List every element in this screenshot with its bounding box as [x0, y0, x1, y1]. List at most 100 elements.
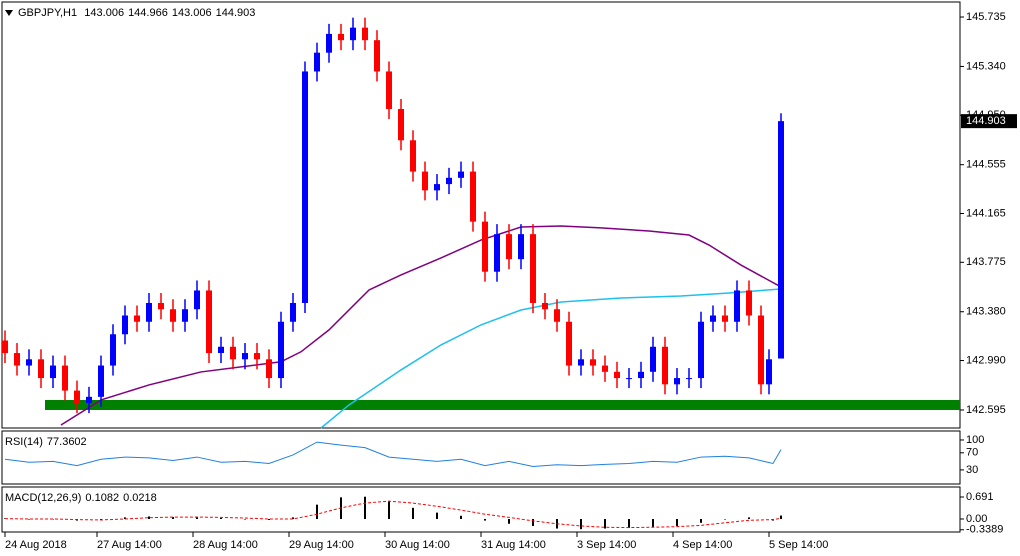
candle-body: [254, 353, 260, 360]
header-high: 144.966: [128, 7, 168, 19]
y-tick-label: 145.340: [966, 60, 1006, 72]
candle-body: [206, 290, 212, 354]
macd-bar: [148, 516, 150, 519]
candle-body: [650, 346, 656, 372]
macd-title: MACD(12,26,9): [5, 492, 81, 504]
candle-body: [302, 71, 308, 303]
y-tick-label: 143.380: [966, 306, 1006, 318]
rsi-title: RSI(14): [5, 436, 43, 448]
y-tick-label: 30: [966, 464, 978, 476]
candle-body: [410, 140, 416, 172]
candle-body: [470, 171, 476, 222]
header-open: 143.006: [84, 7, 124, 19]
macd-bar: [52, 518, 54, 520]
candle-body: [542, 302, 548, 310]
macd-bar: [676, 518, 678, 526]
candle-body: [578, 359, 584, 366]
macd-bar: [388, 501, 390, 519]
panel-frame: [1, 1, 961, 429]
y-tick-label: 144.555: [966, 159, 1006, 171]
candle-body: [778, 121, 784, 359]
x-tick-label: 31 Aug 14:00: [481, 539, 546, 551]
y-tick-label: 0.00: [966, 513, 987, 525]
y-tick-label: 0.691: [966, 491, 994, 503]
macd-bar: [580, 518, 582, 530]
macd-bar: [316, 504, 318, 519]
candle-body: [458, 171, 464, 178]
candle-body: [734, 290, 740, 322]
candle-body: [170, 309, 176, 322]
x-tick-label: 30 Aug 14:00: [385, 539, 450, 551]
candle-body: [146, 302, 152, 322]
candle-body: [386, 71, 392, 110]
y-tick-label: -0.3389: [966, 524, 1003, 536]
candle-body: [398, 109, 404, 141]
candle-body: [422, 171, 428, 191]
candle-body: [554, 309, 560, 322]
candle-body: [38, 359, 44, 379]
candle-body: [98, 365, 104, 397]
candle-body: [722, 315, 728, 322]
rsi-header: RSI(14) 77.3602: [5, 436, 87, 448]
moving-average: [60, 225, 782, 426]
macd-bar: [28, 518, 30, 520]
candle-body: [50, 365, 56, 379]
candle-body: [62, 365, 68, 391]
candle-body: [290, 302, 296, 322]
rsi-value: 77.3602: [47, 436, 87, 448]
macd-bar: [124, 517, 126, 519]
macd-bar: [484, 518, 486, 521]
candle-body: [566, 321, 572, 366]
candle-body: [494, 234, 500, 272]
macd-bar: [268, 518, 270, 520]
candle-body: [26, 359, 32, 366]
macd-bar: [244, 518, 246, 520]
y-tick-label: 143.775: [966, 256, 1006, 268]
candle-body: [122, 315, 128, 335]
macd-value: 0.1082: [85, 492, 119, 504]
candle-body: [86, 396, 92, 404]
macd-bar: [292, 517, 294, 519]
last-price-label: 144.903: [966, 115, 1006, 127]
candle-body: [434, 184, 440, 191]
rsi-line: [4, 441, 782, 467]
moving-average: [320, 288, 782, 429]
candle-body: [266, 359, 272, 379]
x-tick-label: 3 Sep 14:00: [577, 539, 636, 551]
candle-body: [134, 315, 140, 322]
candle-body: [530, 234, 536, 303]
candle-body: [590, 359, 596, 366]
candle-body: [2, 340, 8, 354]
candle-body: [674, 378, 680, 385]
macd-bar: [412, 507, 414, 519]
chart-header: GBPJPY,H1 143.006 144.966 143.006 144.903: [18, 7, 255, 19]
x-tick-label: 4 Sep 14:00: [673, 539, 732, 551]
candle-body: [278, 321, 284, 379]
candle-body: [242, 353, 248, 360]
candle-body: [638, 371, 644, 379]
y-tick-label: 144.165: [966, 207, 1006, 219]
macd-bar: [364, 496, 366, 519]
macd-bar: [436, 512, 438, 519]
macd-bar: [460, 515, 462, 519]
candle-body: [362, 27, 368, 41]
candle-body: [14, 353, 20, 366]
candle-body: [662, 346, 668, 385]
candle-body: [482, 221, 488, 272]
macd-bar: [100, 518, 102, 520]
header-low: 143.006: [172, 7, 212, 19]
symbol: GBPJPY,H1: [18, 7, 77, 19]
x-tick-label: 28 Aug 14:00: [193, 539, 258, 551]
candle-body: [686, 378, 692, 380]
x-tick-label: 24 Aug 2018: [5, 539, 67, 551]
candle-body: [766, 359, 772, 385]
macd-bar: [724, 518, 726, 520]
macd-bar: [508, 518, 510, 524]
candle-body: [746, 290, 752, 316]
x-tick-label: 29 Aug 14:00: [289, 539, 354, 551]
candle-body: [350, 27, 356, 41]
candle-body: [602, 365, 608, 372]
candle-body: [326, 33, 332, 53]
